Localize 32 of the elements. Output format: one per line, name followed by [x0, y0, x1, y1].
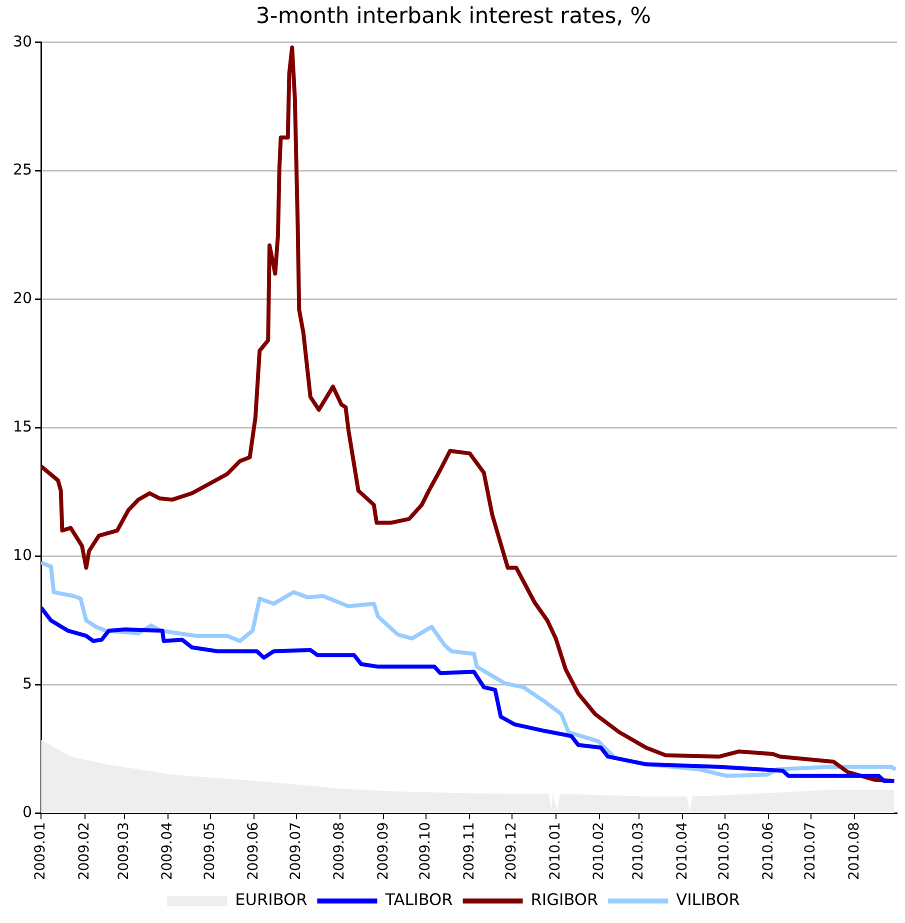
x-tick-label: 2010.06 — [760, 822, 776, 880]
x-tick-label: 2010.01 — [547, 822, 564, 880]
y-tick-label: 20 — [12, 289, 32, 308]
y-tick-label: 25 — [12, 160, 32, 179]
x-tick-label: 2010.07 — [802, 822, 819, 880]
y-tick-label: 15 — [12, 418, 32, 436]
x-tick-label: 2010.03 — [630, 822, 647, 880]
chart-title: 3-month interbank interest rates, % — [256, 4, 652, 29]
x-tick-label: 2009.07 — [288, 822, 304, 880]
x-tick-label: 2009.02 — [76, 822, 92, 880]
y-tick-label: 30 — [12, 32, 32, 50]
x-tick-label: 2009.08 — [332, 822, 348, 880]
x-tick-label: 2010.08 — [846, 822, 862, 880]
x-tick-label: 2009.09 — [375, 822, 392, 880]
legend-label: RIGIBOR — [530, 890, 598, 910]
x-tick-label: 2009.03 — [116, 822, 132, 880]
x-tick-label: 2009.11 — [461, 822, 478, 880]
legend-label: VILIBOR — [676, 890, 740, 910]
x-tick-label: 2010.04 — [674, 822, 690, 880]
y-tick-label: 5 — [22, 674, 32, 693]
legend-label: TALIBOR — [384, 890, 453, 910]
x-tick-label: 2009.12 — [504, 822, 520, 880]
x-tick-label: 2010.05 — [716, 822, 733, 880]
x-tick-label: 2009.04 — [160, 822, 176, 880]
x-tick-label: 2009.10 — [418, 822, 434, 880]
x-tick-label: 2009.01 — [32, 822, 49, 880]
y-tick-label: 10 — [12, 546, 32, 564]
y-tick-label: 0 — [22, 802, 32, 821]
x-tick-label: 2009.06 — [246, 822, 262, 880]
legend-label: EURIBOR — [235, 890, 308, 910]
x-tick-label: 2009.05 — [202, 822, 218, 880]
x-tick-label: 2010.02 — [591, 822, 608, 880]
